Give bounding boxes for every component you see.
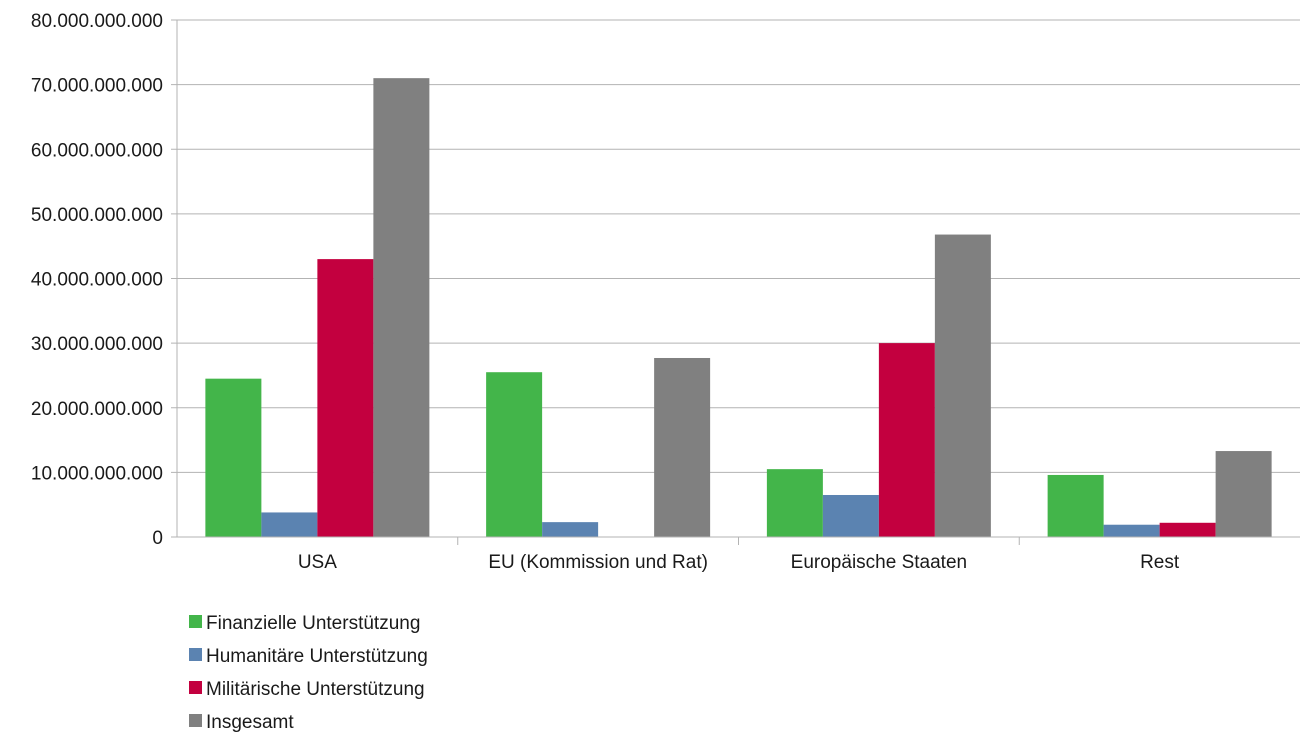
bar (317, 259, 374, 537)
y-tick-label: 10.000.000.000 (31, 463, 163, 484)
bar (261, 512, 318, 537)
bar (542, 522, 599, 537)
legend-label: Insgesamt (206, 712, 294, 733)
bar (822, 494, 879, 537)
legend-item: Finanzielle Unterstützung (189, 613, 420, 634)
legend-item: Insgesamt (189, 712, 294, 733)
legend-label: Militärische Unterstützung (206, 679, 425, 700)
x-category-label: EU (Kommission und Rat) (488, 552, 708, 573)
bar (878, 343, 935, 537)
y-tick-label: 80.000.000.000 (31, 11, 163, 32)
bar (373, 78, 430, 537)
legend-label: Finanzielle Unterstützung (206, 613, 420, 634)
y-tick-label: 70.000.000.000 (31, 76, 163, 97)
bar (766, 469, 823, 537)
legend: Finanzielle Unterstützung Humanitäre Unte… (189, 613, 428, 733)
axes (176, 20, 1300, 545)
bar (1103, 524, 1160, 537)
y-tick-label: 50.000.000.000 (31, 205, 163, 226)
legend-swatch (189, 615, 202, 628)
legend-item: Militärische Unterstützung (189, 679, 425, 700)
y-tick-label: 20.000.000.000 (31, 399, 163, 420)
y-tick-label: 60.000.000.000 (31, 140, 163, 161)
legend-swatch (189, 714, 202, 727)
bar (1159, 522, 1216, 537)
bar (486, 372, 543, 537)
bar (1047, 474, 1104, 537)
legend-swatch (189, 648, 202, 661)
bar (654, 357, 711, 537)
y-axis-tick-labels: 0 10.000.000.000 20.000.000.000 30.000.000.… (31, 11, 163, 549)
y-tick-label: 30.000.000.000 (31, 334, 163, 355)
bar (934, 234, 991, 537)
x-category-label: Rest (1140, 552, 1180, 573)
x-category-label: Europäische Staaten (791, 552, 967, 573)
legend-label: Humanitäre Unterstützung (206, 646, 428, 667)
bar (205, 378, 262, 537)
legend-swatch (189, 681, 202, 694)
bars (205, 78, 1272, 537)
x-axis-category-labels: USA EU (Kommission und Rat) Europäische St… (298, 552, 1180, 573)
x-category-label: USA (298, 552, 337, 573)
legend-item: Humanitäre Unterstützung (189, 646, 428, 667)
y-tick-label: 0 (152, 528, 163, 549)
bar (1215, 451, 1272, 537)
y-tick-label: 40.000.000.000 (31, 270, 163, 291)
